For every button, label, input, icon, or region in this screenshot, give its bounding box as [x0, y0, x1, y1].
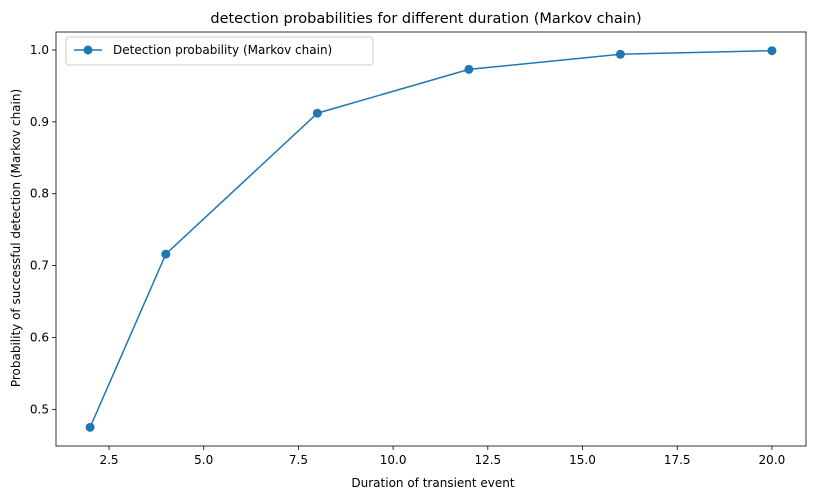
data-point: [161, 249, 171, 259]
y-tick-label: 0.7: [30, 259, 49, 273]
y-tick-label: 1.0: [30, 43, 49, 57]
x-axis: 2.5 5.0 7.5 10.0 12.5 15.0 17.5 20.0: [99, 446, 785, 467]
x-tick-label: 15.0: [569, 453, 596, 467]
y-axis: 0.5 0.6 0.7 0.8 0.9 1.0: [30, 43, 56, 416]
series-line: [89, 49, 772, 428]
y-tick-label: 0.5: [30, 402, 49, 416]
legend-marker-sample: [83, 45, 93, 55]
chart-title: detection probabilities for different du…: [210, 11, 641, 27]
x-tick-label: 12.5: [474, 453, 501, 467]
plot-area: 2.5 5.0 7.5 10.0 12.5 15.0 17.5 20.0 0.50.60.70…: [30, 31, 807, 467]
legend: Detection probability (Markov chain): [65, 36, 374, 66]
data-point: [312, 108, 322, 118]
legend-box: [65, 36, 374, 66]
x-tick-label: 20.0: [759, 453, 786, 467]
x-axis-label: Duration of transient event: [351, 476, 514, 490]
data-point: [767, 46, 777, 56]
legend-label: Detection probability (Markov chain): [113, 43, 332, 57]
x-tick-label: 17.5: [664, 453, 691, 467]
y-axis-label: Probability of successful detection (Mar…: [9, 89, 23, 387]
x-tick-label: 5.0: [194, 453, 213, 467]
axes-frame: [55, 31, 807, 447]
series-layer: [85, 46, 777, 432]
x-tick-label: 10.0: [380, 453, 407, 467]
data-point: [615, 49, 625, 59]
x-tick-label: 2.5: [99, 453, 118, 467]
data-point: [85, 422, 95, 432]
y-tick-label: 0.9: [30, 115, 49, 129]
x-tick-label: 7.5: [289, 453, 308, 467]
y-tick-label: 0.8: [30, 187, 49, 201]
y-tick-label: 0.6: [30, 330, 49, 344]
data-point: [464, 64, 474, 74]
